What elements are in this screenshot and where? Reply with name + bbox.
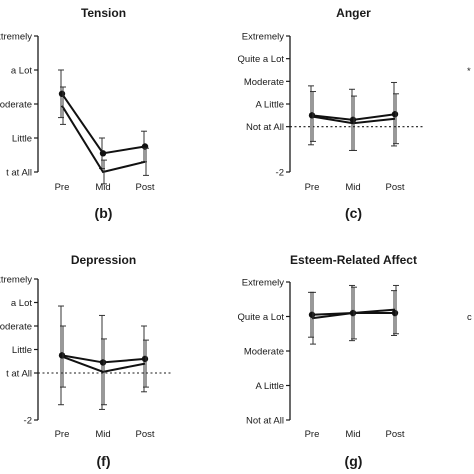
series-line: [61, 105, 146, 174]
y-tick-label: Moderate: [244, 77, 284, 88]
stray-label-mid-right: c: [467, 312, 472, 323]
y-tick-label: t at All: [6, 369, 32, 380]
x-tick-label: Mid: [95, 429, 110, 440]
y-tick-label: Not at All: [246, 416, 284, 427]
data-point: [99, 150, 107, 157]
data-point: [349, 116, 357, 124]
x-tick-label: Post: [385, 182, 404, 193]
y-tick-label: Little: [12, 345, 32, 356]
data-point: [141, 143, 149, 150]
y-tick-label: Extremely: [242, 32, 284, 43]
x-tick-label: Mid: [345, 429, 360, 440]
y-tick-label: -2: [24, 416, 32, 427]
y-tick-label: Not at All: [246, 122, 284, 133]
panel-label: (f): [97, 453, 111, 469]
chart-panel-anger: Anger -2 Not at All A Little Moderate Quite a…: [238, 6, 423, 221]
series-line: [61, 93, 146, 155]
chart-title: Tension: [81, 6, 126, 20]
x-tick-label: Mid: [345, 182, 360, 193]
chart-panel-depression: Depression -2 t at All Little oderate a Lot xt…: [0, 253, 173, 469]
y-tick-label: A Little: [255, 381, 284, 392]
x-tick-label: Post: [135, 182, 154, 193]
y-tick-label: Moderate: [244, 347, 284, 358]
series-line: [311, 115, 396, 125]
data-point: [141, 355, 149, 363]
y-tick-label: oderate: [0, 322, 32, 333]
chart-title: Esteem-Related Affect: [290, 253, 417, 267]
y-tick-label: oderate: [0, 100, 32, 111]
series-line: [311, 308, 396, 320]
data-point: [308, 311, 316, 318]
x-tick-label: Pre: [55, 429, 70, 440]
x-tick-label: Pre: [305, 182, 320, 193]
series-line: [61, 355, 146, 373]
chart-panel-esteem-related-affect: Esteem-Related Affect Not at All A Little M…: [238, 253, 417, 469]
y-tick-label: Little: [12, 134, 32, 145]
y-tick-label: -2: [276, 168, 284, 179]
data-point: [99, 359, 107, 366]
y-tick-label: Quite a Lot: [238, 54, 285, 65]
chart-title: Anger: [336, 6, 371, 20]
panel-label: (g): [345, 453, 363, 469]
x-tick-label: Post: [385, 429, 404, 440]
y-tick-label: A Little: [255, 100, 284, 111]
chart-title: Depression: [71, 253, 136, 267]
data-point: [391, 111, 399, 118]
y-tick-label: xtremely: [0, 275, 32, 286]
x-tick-label: Pre: [305, 429, 320, 440]
y-tick-label: xtremely: [0, 32, 32, 43]
panel-label: (c): [345, 205, 362, 221]
stray-label-top-right: *: [467, 66, 471, 77]
chart-panel-tension: Tension t at All Little oderate a Lot xtremel…: [0, 6, 155, 221]
y-tick-label: t at All: [6, 168, 32, 179]
data-point: [58, 90, 66, 98]
x-tick-label: Post: [135, 429, 154, 440]
y-tick-label: Quite a Lot: [238, 312, 285, 323]
panel-label: (b): [95, 205, 113, 221]
data-point: [391, 309, 399, 317]
x-tick-label: Pre: [55, 182, 70, 193]
y-tick-label: Extremely: [242, 278, 284, 289]
y-tick-label: a Lot: [11, 66, 32, 77]
y-tick-label: a Lot: [11, 298, 32, 309]
x-tick-label: Mid: [95, 182, 110, 193]
